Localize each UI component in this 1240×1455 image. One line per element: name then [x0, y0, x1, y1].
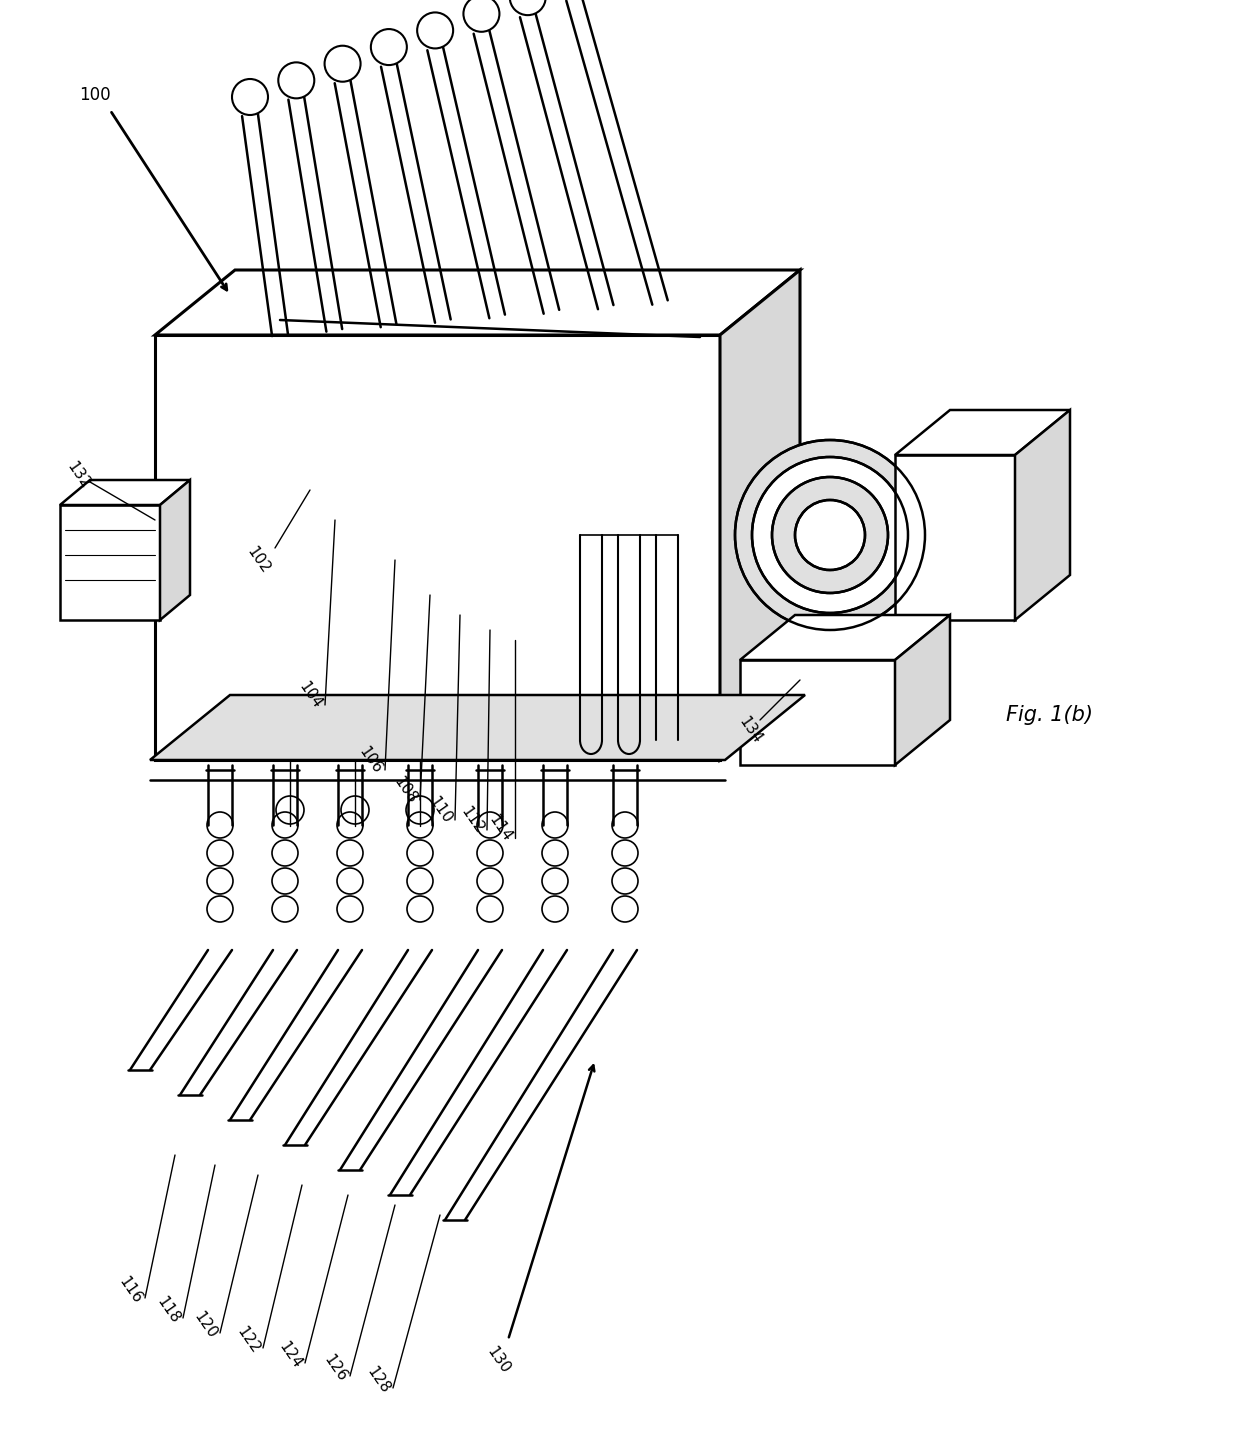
Polygon shape	[895, 410, 1070, 455]
Text: 118: 118	[154, 1293, 182, 1326]
Text: 112: 112	[458, 803, 486, 837]
Text: 128: 128	[363, 1363, 392, 1397]
Circle shape	[795, 501, 866, 570]
Circle shape	[371, 29, 407, 65]
Polygon shape	[60, 480, 190, 505]
Circle shape	[773, 477, 888, 594]
Polygon shape	[155, 335, 720, 760]
Polygon shape	[740, 661, 895, 765]
Text: Fig. 1(b): Fig. 1(b)	[1007, 706, 1094, 725]
Polygon shape	[512, 515, 531, 760]
Polygon shape	[176, 515, 193, 760]
Circle shape	[325, 45, 361, 81]
Polygon shape	[681, 515, 699, 760]
Polygon shape	[155, 271, 800, 335]
Polygon shape	[740, 615, 950, 661]
Text: 110: 110	[425, 794, 454, 826]
Polygon shape	[260, 515, 278, 760]
Text: 116: 116	[115, 1273, 145, 1307]
Circle shape	[751, 457, 908, 613]
Text: 104: 104	[295, 679, 325, 711]
Circle shape	[464, 0, 500, 32]
Circle shape	[417, 13, 453, 48]
Text: 126: 126	[320, 1352, 350, 1384]
Polygon shape	[895, 455, 1016, 620]
Text: 132: 132	[63, 458, 93, 492]
Text: 114: 114	[486, 812, 515, 844]
Text: 124: 124	[275, 1339, 305, 1371]
Polygon shape	[160, 480, 190, 620]
Circle shape	[735, 439, 925, 630]
Text: 122: 122	[233, 1324, 263, 1356]
Polygon shape	[429, 515, 446, 760]
Polygon shape	[895, 615, 950, 765]
Text: 134: 134	[735, 714, 765, 746]
Text: 102: 102	[243, 544, 273, 576]
Circle shape	[232, 79, 268, 115]
Polygon shape	[345, 515, 362, 760]
Polygon shape	[720, 271, 800, 760]
Text: 130: 130	[484, 1344, 512, 1376]
Text: 108: 108	[391, 774, 419, 806]
Polygon shape	[596, 515, 615, 760]
Polygon shape	[60, 505, 160, 620]
Text: 106: 106	[356, 744, 384, 776]
Circle shape	[510, 0, 546, 15]
Text: 120: 120	[191, 1310, 219, 1342]
Polygon shape	[1016, 410, 1070, 620]
Polygon shape	[150, 695, 805, 760]
Circle shape	[278, 63, 314, 99]
Text: 100: 100	[79, 86, 110, 103]
